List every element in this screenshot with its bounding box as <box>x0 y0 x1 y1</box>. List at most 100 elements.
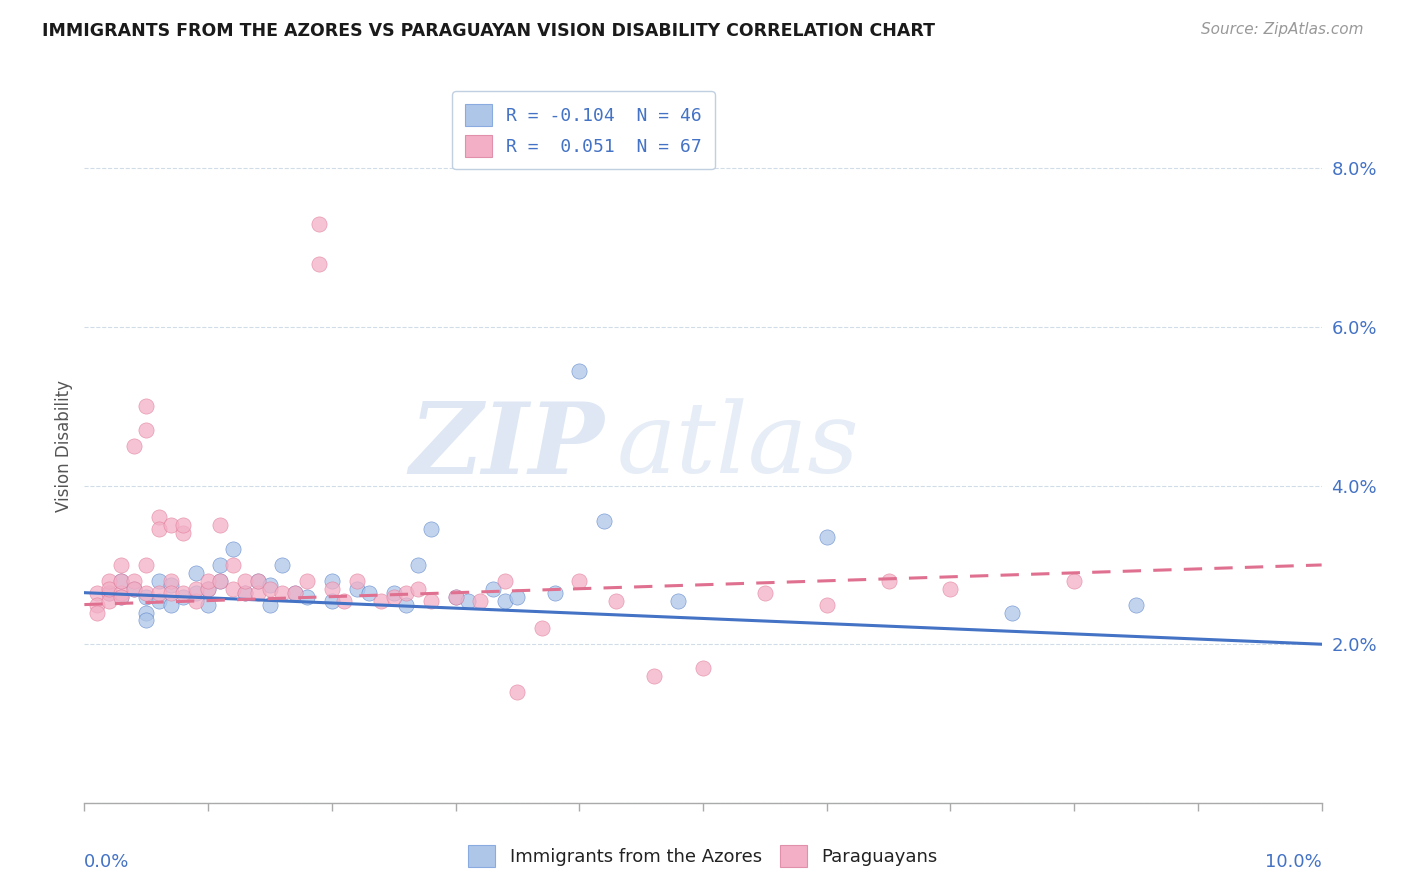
Point <box>308 217 330 231</box>
Point <box>110 574 132 588</box>
Point <box>321 582 343 596</box>
Point <box>98 585 121 599</box>
Point <box>531 621 554 635</box>
Point <box>321 593 343 607</box>
Point <box>197 574 219 588</box>
Point <box>382 590 405 604</box>
Point <box>692 661 714 675</box>
Point <box>110 590 132 604</box>
Point <box>160 578 183 592</box>
Point <box>877 574 900 588</box>
Text: 0.0%: 0.0% <box>84 853 129 871</box>
Text: IMMIGRANTS FROM THE AZORES VS PARAGUAYAN VISION DISABILITY CORRELATION CHART: IMMIGRANTS FROM THE AZORES VS PARAGUAYAN… <box>42 22 935 40</box>
Point <box>222 542 245 557</box>
Point <box>259 578 281 592</box>
Point <box>160 574 183 588</box>
Point <box>122 439 145 453</box>
Text: ZIP: ZIP <box>409 398 605 494</box>
Point <box>815 530 838 544</box>
Point <box>1125 598 1147 612</box>
Point <box>382 585 405 599</box>
Point <box>110 574 132 588</box>
Point <box>395 585 418 599</box>
Point <box>184 593 207 607</box>
Point <box>666 593 689 607</box>
Point <box>506 685 529 699</box>
Point <box>222 558 245 572</box>
Point <box>172 526 194 541</box>
Point <box>444 590 467 604</box>
Point <box>197 598 219 612</box>
Legend: Immigrants from the Azores, Paraguayans: Immigrants from the Azores, Paraguayans <box>461 838 945 874</box>
Point <box>135 590 157 604</box>
Point <box>346 582 368 596</box>
Point <box>110 558 132 572</box>
Point <box>110 590 132 604</box>
Point <box>86 606 108 620</box>
Point <box>321 574 343 588</box>
Point <box>470 593 492 607</box>
Point <box>259 582 281 596</box>
Point <box>284 585 307 599</box>
Point <box>568 574 591 588</box>
Text: 10.0%: 10.0% <box>1265 853 1322 871</box>
Point <box>481 582 503 596</box>
Point <box>333 593 356 607</box>
Point <box>543 585 565 599</box>
Point <box>160 598 183 612</box>
Point <box>605 593 627 607</box>
Point <box>271 585 294 599</box>
Point <box>184 566 207 580</box>
Point <box>184 585 207 599</box>
Point <box>172 585 194 599</box>
Point <box>444 590 467 604</box>
Point <box>754 585 776 599</box>
Point <box>568 364 591 378</box>
Point <box>209 518 232 533</box>
Point <box>148 585 170 599</box>
Point <box>643 669 665 683</box>
Text: Source: ZipAtlas.com: Source: ZipAtlas.com <box>1201 22 1364 37</box>
Point <box>209 558 232 572</box>
Point <box>122 574 145 588</box>
Point <box>370 593 392 607</box>
Point <box>197 582 219 596</box>
Y-axis label: Vision Disability: Vision Disability <box>55 380 73 512</box>
Point <box>135 400 157 414</box>
Point <box>98 582 121 596</box>
Point <box>408 558 430 572</box>
Point <box>246 585 269 599</box>
Point <box>259 598 281 612</box>
Text: atlas: atlas <box>616 399 859 493</box>
Point <box>197 582 219 596</box>
Point <box>233 585 256 599</box>
Point <box>160 518 183 533</box>
Point <box>295 574 318 588</box>
Point <box>357 585 380 599</box>
Point <box>506 590 529 604</box>
Point <box>135 558 157 572</box>
Point <box>494 574 516 588</box>
Point <box>494 593 516 607</box>
Point <box>271 558 294 572</box>
Point <box>98 593 121 607</box>
Point <box>135 585 157 599</box>
Point <box>939 582 962 596</box>
Point <box>148 574 170 588</box>
Point <box>110 585 132 599</box>
Point <box>184 582 207 596</box>
Point <box>160 585 183 599</box>
Point <box>98 585 121 599</box>
Legend: R = -0.104  N = 46, R =  0.051  N = 67: R = -0.104 N = 46, R = 0.051 N = 67 <box>453 91 714 169</box>
Point <box>593 514 616 528</box>
Point <box>209 574 232 588</box>
Point <box>1001 606 1024 620</box>
Point <box>408 582 430 596</box>
Point <box>419 522 441 536</box>
Point <box>86 598 108 612</box>
Point <box>98 574 121 588</box>
Point <box>233 574 256 588</box>
Point <box>308 257 330 271</box>
Point <box>148 522 170 536</box>
Point <box>172 590 194 604</box>
